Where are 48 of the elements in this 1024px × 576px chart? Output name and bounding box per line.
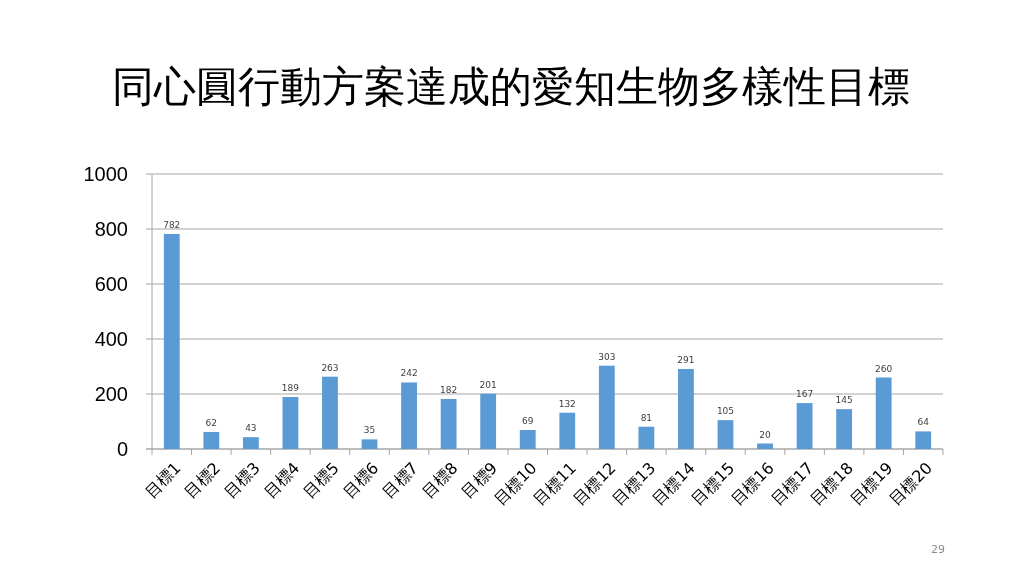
bar bbox=[757, 443, 773, 449]
bar bbox=[678, 368, 694, 449]
data-label: 167 bbox=[795, 389, 814, 400]
data-label: 132 bbox=[558, 398, 576, 409]
data-label: 263 bbox=[321, 362, 339, 373]
data-label: 64 bbox=[917, 417, 930, 428]
bar bbox=[836, 409, 853, 449]
bar bbox=[480, 393, 497, 449]
data-label: 43 bbox=[245, 423, 257, 434]
bar bbox=[163, 233, 180, 449]
bar bbox=[915, 431, 932, 449]
data-label: 62 bbox=[205, 417, 218, 428]
bar bbox=[242, 437, 259, 449]
text: 29 bbox=[931, 543, 945, 556]
bar bbox=[322, 376, 338, 449]
bar bbox=[717, 420, 734, 449]
bar bbox=[282, 397, 299, 449]
bar bbox=[203, 431, 220, 449]
data-label: 189 bbox=[281, 383, 300, 394]
data-label: 69 bbox=[522, 416, 534, 427]
bar bbox=[638, 426, 655, 449]
y-tick-label: 0 bbox=[116, 438, 128, 460]
bar bbox=[401, 382, 417, 449]
data-label: 20 bbox=[759, 429, 772, 440]
bar bbox=[559, 412, 576, 449]
data-label: 182 bbox=[440, 384, 458, 395]
y-tick-label: 600 bbox=[94, 273, 128, 295]
data-label: 35 bbox=[363, 425, 376, 436]
bar bbox=[519, 430, 536, 449]
bar bbox=[875, 377, 892, 449]
y-tick-label: 1000 bbox=[83, 163, 128, 185]
data-label: 303 bbox=[598, 351, 616, 362]
y-tick-label: 400 bbox=[94, 328, 128, 350]
bar bbox=[440, 398, 457, 449]
bar bbox=[361, 439, 378, 449]
bar bbox=[598, 365, 615, 449]
data-label: 242 bbox=[400, 368, 418, 379]
data-label: 782 bbox=[163, 219, 181, 230]
data-label: 201 bbox=[479, 379, 497, 390]
data-label: 260 bbox=[875, 363, 893, 374]
data-label: 145 bbox=[835, 395, 853, 406]
data-label: 291 bbox=[677, 354, 695, 365]
y-tick-label: 200 bbox=[94, 383, 128, 405]
data-label: 105 bbox=[716, 406, 735, 417]
chart-title: 同心圓行動方案達成的愛知生物多樣性目標 bbox=[112, 62, 910, 111]
bar bbox=[796, 403, 813, 449]
y-tick-label: 800 bbox=[94, 218, 128, 240]
data-label: 81 bbox=[640, 412, 653, 423]
